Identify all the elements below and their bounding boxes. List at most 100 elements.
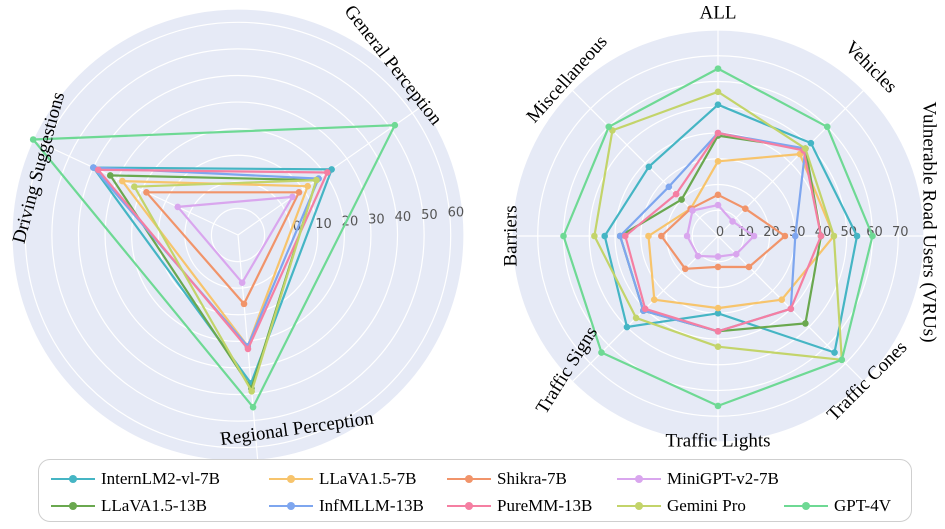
legend-swatch-puremm xyxy=(447,498,491,514)
axis-label: Traffic Lights xyxy=(665,430,770,451)
legend-swatch-shikra xyxy=(447,471,491,487)
data-point xyxy=(830,232,838,240)
legend-item-infmllm: InfMLLM-13B xyxy=(269,495,424,517)
data-point xyxy=(632,314,640,322)
legend-label: MiniGPT-v2-7B xyxy=(667,469,779,488)
tick-label: 20 xyxy=(342,215,359,230)
legend-label: GPT-4V xyxy=(834,496,891,515)
data-point xyxy=(665,183,673,191)
data-point xyxy=(791,232,799,240)
grid-circle xyxy=(51,48,425,422)
data-point xyxy=(598,349,605,356)
data-point xyxy=(831,349,838,356)
data-point xyxy=(714,402,722,410)
data-point xyxy=(391,121,399,129)
data-point xyxy=(787,305,795,313)
legend-label: Shikra-7B xyxy=(497,469,567,488)
data-point xyxy=(817,232,825,240)
data-point xyxy=(601,232,608,240)
data-point xyxy=(681,265,689,273)
grid-circle xyxy=(131,128,345,342)
legend-label: InfMLLM-13B xyxy=(319,496,424,515)
data-point xyxy=(869,232,876,240)
legend-label: LLaVA1.5-7B xyxy=(319,469,417,488)
data-point xyxy=(641,305,649,313)
axis-label: Barriers xyxy=(500,205,521,266)
legend-item-puremm: PureMM-13B xyxy=(447,495,592,517)
legend-label: Gemini Pro xyxy=(667,496,746,515)
data-point xyxy=(689,207,696,214)
legend-swatch-llava-13b xyxy=(51,498,95,514)
data-point xyxy=(802,320,809,327)
legend-swatch-minigpt xyxy=(617,471,661,487)
data-point xyxy=(807,139,815,147)
data-point xyxy=(714,65,722,72)
legend-item-internlm2: InternLM2-vl-7B xyxy=(51,468,220,490)
data-point xyxy=(714,201,722,209)
data-point xyxy=(94,166,102,174)
legend-swatch-infmllm xyxy=(269,498,313,514)
data-point xyxy=(802,145,809,152)
tick-label: 40 xyxy=(395,210,412,225)
data-point xyxy=(678,196,685,203)
grid-circle xyxy=(210,207,266,263)
data-point xyxy=(714,343,722,351)
data-point xyxy=(781,232,789,240)
data-point xyxy=(729,218,736,225)
legend-item-llava-7b: LLaVA1.5-7B xyxy=(269,468,416,490)
data-point xyxy=(658,232,665,240)
data-point xyxy=(714,88,722,96)
legend-item-shikra: Shikra-7B xyxy=(447,468,567,490)
data-point xyxy=(714,327,722,335)
data-point xyxy=(714,304,722,312)
legend-label: PureMM-13B xyxy=(497,496,593,515)
grid-circle xyxy=(157,154,319,316)
data-point xyxy=(616,232,624,240)
data-point xyxy=(323,169,331,176)
tick-label: 10 xyxy=(315,217,332,232)
data-point xyxy=(645,163,653,171)
series-line-puremm-13b xyxy=(97,168,329,350)
series-line-gemini-pro xyxy=(133,179,318,393)
data-point xyxy=(249,403,257,411)
data-point xyxy=(131,183,138,190)
data-point xyxy=(714,101,722,108)
data-point xyxy=(591,232,598,240)
data-point xyxy=(623,323,631,331)
legend-label: LLaVA1.5-13B xyxy=(101,496,207,515)
data-point xyxy=(313,176,320,184)
data-point xyxy=(289,193,296,201)
data-point xyxy=(742,205,749,212)
data-point xyxy=(106,172,114,179)
tick-label: 0 xyxy=(293,219,301,234)
grid-circle xyxy=(77,74,399,396)
data-point xyxy=(750,232,758,240)
legend-item-gpt4v: GPT-4V xyxy=(784,495,891,517)
grid-circle xyxy=(11,8,465,460)
series-line-internlm2-vl-7b xyxy=(92,166,333,385)
legend-item-minigpt: MiniGPT-v2-7B xyxy=(617,468,779,490)
data-point xyxy=(244,345,252,353)
data-point xyxy=(248,387,255,395)
data-point xyxy=(119,177,126,185)
data-point xyxy=(714,309,722,317)
legend-swatch-llava-7b xyxy=(269,471,313,487)
data-point xyxy=(778,296,786,304)
legend-item-llava-13b: LLaVA1.5-13B xyxy=(51,495,207,517)
legend-swatch-gpt4v xyxy=(784,498,828,514)
data-point xyxy=(29,136,37,143)
series-line-gpt-4v xyxy=(32,124,396,409)
data-point xyxy=(240,300,248,308)
series-line-minigpt-v2-7b xyxy=(176,195,294,284)
data-point xyxy=(645,232,652,240)
legend-swatch-gemini xyxy=(617,498,661,514)
data-point xyxy=(838,356,846,364)
tick-label: 50 xyxy=(421,208,438,223)
data-point xyxy=(694,252,702,260)
data-point xyxy=(714,263,722,271)
data-point xyxy=(714,191,722,199)
data-point xyxy=(174,203,182,211)
tick-label: 0 xyxy=(716,225,724,240)
